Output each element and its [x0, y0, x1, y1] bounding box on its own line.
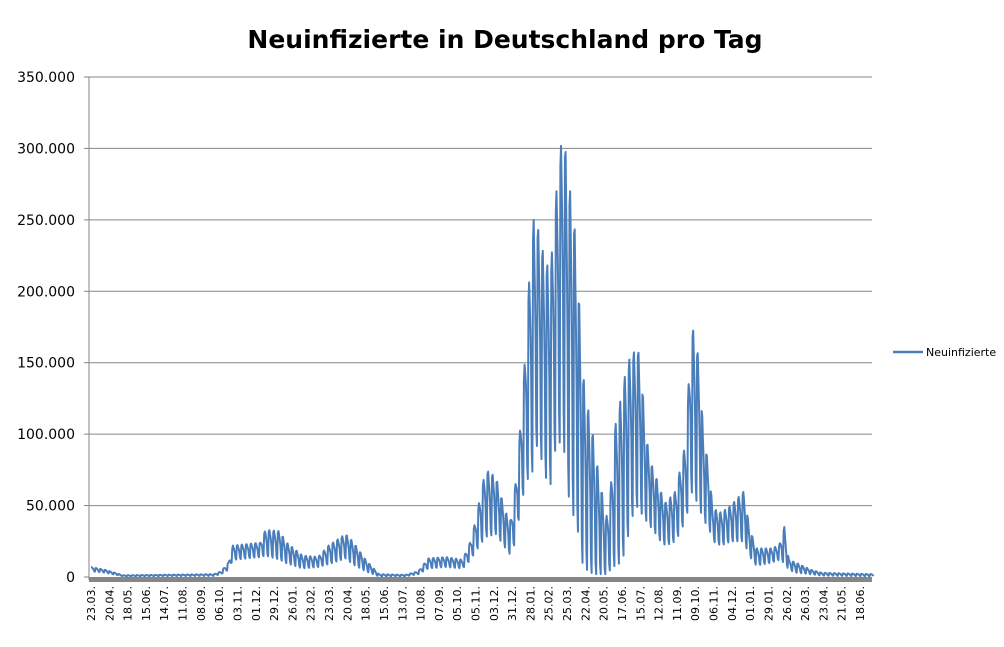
x-tick-label: 20.05. — [598, 586, 611, 621]
x-tick-label: 06.11. — [708, 586, 721, 621]
x-tick-label: 05.11. — [470, 586, 483, 621]
x-tick-label: 26.02. — [781, 586, 794, 621]
x-tick-label: 03.11. — [231, 586, 244, 621]
x-tick-label: 15.06. — [140, 586, 153, 621]
x-tick-label: 05.10. — [451, 586, 464, 621]
y-tick-label: 0 — [66, 570, 75, 586]
x-tick-label: 11.08. — [177, 586, 190, 621]
x-tick-label: 26.03. — [799, 586, 812, 621]
y-tick-label: 100.000 — [17, 427, 75, 443]
legend-label: Neuinfizierte — [926, 346, 996, 359]
x-tick-label: 11.09. — [671, 586, 684, 621]
x-tick-label: 18.05. — [122, 586, 135, 621]
x-tick-label: 06.10. — [213, 586, 226, 621]
y-tick-label: 250.000 — [17, 213, 75, 229]
y-tick-label: 50.000 — [26, 499, 75, 515]
x-tick-label: 28.01. — [524, 586, 537, 621]
x-tick-label: 23.03. — [85, 586, 98, 621]
y-tick-label: 200.000 — [17, 284, 75, 300]
x-axis-ticks: 23.03. 20.04. 18.05. 15.06. 14.07. 11.08. 08.0… — [85, 586, 867, 621]
y-tick-label: 350.000 — [17, 70, 75, 86]
x-tick-label: 07.09. — [433, 586, 446, 621]
legend: Neuinfizierte — [893, 346, 996, 359]
x-tick-label: 18.05. — [360, 586, 373, 621]
x-tick-label: 23.02. — [305, 586, 318, 621]
x-tick-label: 23.04. — [817, 586, 830, 621]
x-tick-label: 09.10. — [689, 586, 702, 621]
y-tick-label: 150.000 — [17, 356, 75, 372]
y-axis-ticks: 0 50.000 100.000 150.000 200.000 250.000 300.0… — [17, 70, 89, 586]
x-tick-label: 01.12. — [250, 586, 263, 621]
series-line-neuinfizierte — [90, 144, 875, 578]
x-tick-label: 15.07. — [634, 586, 647, 621]
x-tick-label: 04.12. — [726, 586, 739, 621]
chart-title: Neuinfizierte in Deutschland pro Tag — [247, 25, 762, 54]
y-tick-label: 300.000 — [17, 141, 75, 157]
x-tick-label: 13.07. — [396, 586, 409, 621]
x-tick-label: 10.08. — [415, 586, 428, 621]
gridlines — [89, 76, 872, 507]
x-tick-label: 31.12. — [506, 586, 519, 621]
x-tick-label: 26.01. — [286, 586, 299, 621]
x-tick-label: 21.05. — [836, 586, 849, 621]
x-tick-label: 01.01. — [744, 586, 757, 621]
x-tick-label: 08.09. — [195, 586, 208, 621]
x-tick-label: 18.06. — [854, 586, 867, 621]
x-tick-label: 15.06. — [378, 586, 391, 621]
x-axis-bar — [89, 577, 872, 582]
x-tick-label: 12.08. — [653, 586, 666, 621]
x-tick-label: 20.04. — [341, 586, 354, 621]
x-tick-label: 20.04. — [103, 586, 116, 621]
x-tick-label: 29.01. — [762, 586, 775, 621]
x-tick-label: 29.12. — [268, 586, 281, 621]
x-tick-label: 14.07. — [158, 586, 171, 621]
x-tick-label: 25.03. — [561, 586, 574, 621]
x-tick-label: 23.03. — [323, 586, 336, 621]
x-tick-label: 17.06. — [616, 586, 629, 621]
x-tick-label: 25.02. — [543, 586, 556, 621]
x-tick-label: 22.04. — [579, 586, 592, 621]
x-tick-label: 03.12. — [488, 586, 501, 621]
